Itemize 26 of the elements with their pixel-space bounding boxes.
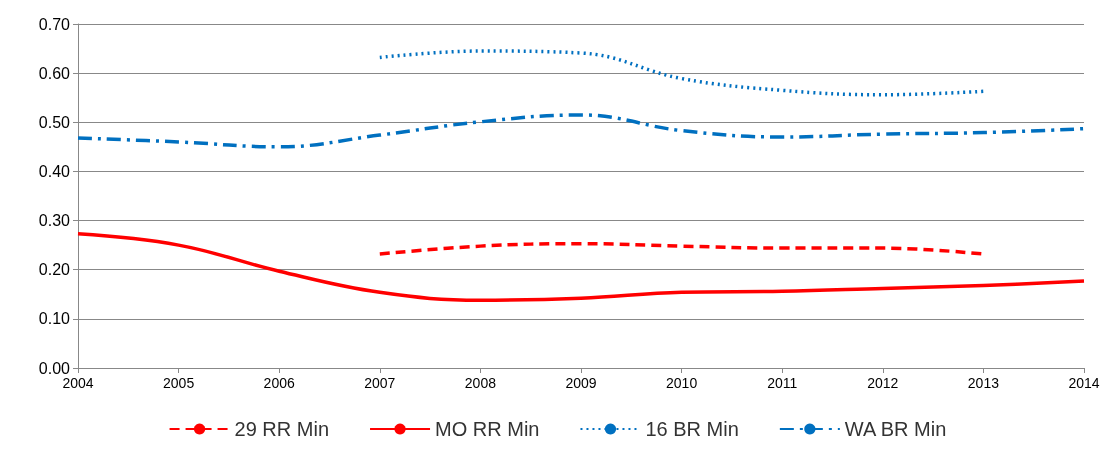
line-series xyxy=(378,49,986,97)
y-tick-label: 0.30 xyxy=(38,212,71,230)
x-tick-label: 2004 xyxy=(62,375,94,391)
line-series xyxy=(76,113,1086,149)
y-tick-label: 0.70 xyxy=(38,15,71,33)
x-tick-label: 2008 xyxy=(464,375,497,391)
y-tick-label: 0.20 xyxy=(38,261,71,279)
legend-label: MO RR Min xyxy=(435,418,540,440)
y-tick-label: 0.60 xyxy=(38,64,71,82)
legend-label: 29 RR Min xyxy=(234,418,330,440)
y-tick-label: 0.50 xyxy=(38,113,71,131)
y-tick-label: 0.40 xyxy=(38,162,71,180)
x-tick-label: 2009 xyxy=(565,375,597,391)
x-tick-label: 2010 xyxy=(666,375,698,391)
x-tick-label: 2013 xyxy=(967,375,1000,391)
line-series xyxy=(76,232,1086,302)
x-tick-label: 2014 xyxy=(1068,375,1100,391)
x-tick-label: 2012 xyxy=(867,375,899,391)
legend-label: 16 BR Min xyxy=(645,418,739,440)
x-tick-label: 2007 xyxy=(364,375,396,391)
x-tick-label: 2006 xyxy=(263,375,295,391)
x-tick-label: 2005 xyxy=(163,375,195,391)
y-tick-label: 0.00 xyxy=(38,359,71,377)
legend-label: WA BR Min xyxy=(844,418,947,440)
y-tick-label: 0.10 xyxy=(38,310,71,328)
x-tick-label: 2011 xyxy=(767,375,798,391)
